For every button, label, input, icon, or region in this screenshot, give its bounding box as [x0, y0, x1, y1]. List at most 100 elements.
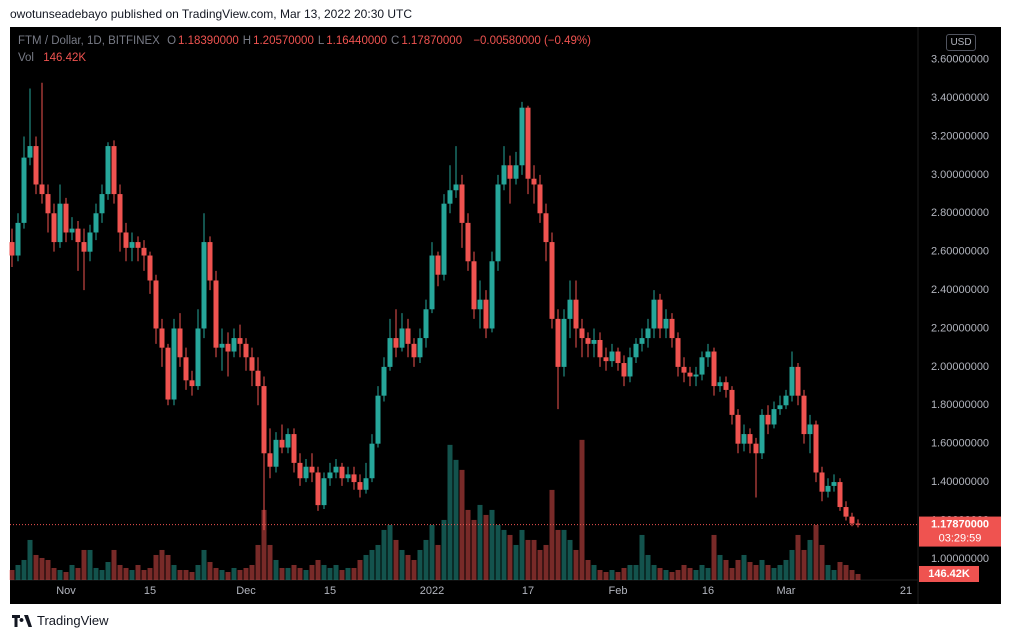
volume-bar [351, 567, 357, 580]
volume-bar [507, 534, 513, 580]
candle-body [279, 439, 285, 448]
volume-bar [315, 559, 321, 580]
volume-bar [165, 554, 171, 580]
candle-body [15, 222, 21, 256]
candle-body [33, 146, 39, 185]
volume-bar [555, 529, 561, 580]
candle-body [135, 242, 141, 248]
volume-bar [525, 539, 531, 580]
volume-bar [189, 572, 195, 580]
brand-name: TradingView [37, 613, 109, 628]
volume-bar [795, 534, 801, 580]
volume-bar [159, 549, 165, 580]
candle-body [723, 382, 729, 390]
volume-bar [561, 529, 567, 580]
currency-button[interactable]: USD [946, 34, 976, 51]
volume-bar [669, 572, 675, 580]
candle-body [75, 228, 81, 243]
y-tick-label: 3.00000000 [931, 169, 989, 181]
volume-bar [429, 524, 435, 580]
candle-body [189, 380, 195, 387]
candle-body [579, 328, 585, 339]
y-tick-label: 1.40000000 [931, 476, 989, 488]
candle-body [525, 107, 531, 179]
candle-body [39, 184, 45, 195]
candle-body [99, 194, 105, 214]
change: −0.00580000 (−0.49%) [473, 35, 591, 47]
volume-bar [207, 561, 213, 580]
candle-body [849, 516, 855, 524]
volume-bar [843, 564, 849, 580]
volume-bar [69, 564, 75, 580]
volume-bar [729, 567, 735, 580]
candle-body [831, 482, 837, 486]
volume-label-box [919, 565, 979, 582]
volume-bar [639, 534, 645, 580]
candle-body [303, 466, 309, 479]
volume-bar [273, 559, 279, 580]
volume-bar [543, 544, 549, 580]
volume-bar [585, 559, 591, 580]
volume-bar [741, 554, 747, 580]
candle-body [255, 370, 261, 387]
x-tick-label: 15 [144, 585, 156, 597]
candle-body [315, 472, 321, 506]
candle-body [117, 194, 123, 233]
candle-body [681, 366, 687, 373]
candle-body [675, 338, 681, 367]
last-price-label: 1.17870000 [931, 518, 989, 530]
ohlc-values: O 1.18390000 H 1.20570000 L 1.16440000 C 1.1787… [167, 35, 466, 47]
volume-bar [213, 567, 219, 580]
volume-bar [405, 554, 411, 580]
candle-body [9, 242, 15, 256]
candle-body [555, 318, 561, 367]
candle-body [693, 374, 699, 377]
volume-bar [33, 554, 39, 580]
volume-legend: Vol 146.42K [18, 52, 86, 64]
volume-bar [459, 469, 465, 580]
volume-bar [489, 509, 495, 580]
candle-body [603, 357, 609, 362]
candle-body [153, 280, 159, 329]
candle-body [393, 338, 399, 348]
candle-body [51, 213, 57, 243]
volume-bar [849, 569, 855, 580]
candle-body [105, 146, 111, 195]
x-tick-label: Feb [609, 585, 628, 597]
volume-bar [93, 567, 99, 580]
candle-body [381, 366, 387, 396]
candle-body [45, 194, 51, 214]
candle-body [27, 146, 33, 158]
volume-bar [801, 549, 807, 580]
candle-body [261, 386, 267, 454]
volume-bar [807, 539, 813, 580]
candle-body [729, 389, 735, 415]
candle-body [81, 242, 87, 252]
volume-bar [495, 524, 501, 580]
volume-bar [303, 569, 309, 580]
volume-bar [225, 572, 231, 580]
candle-body [489, 261, 495, 329]
candle-body [549, 242, 555, 319]
volume-bar [171, 564, 177, 580]
candle-body [351, 474, 357, 483]
legend: FTM / Dollar, 1D, BITFINEX O 1.18390000 H 1… [18, 35, 595, 47]
volume-bar [753, 564, 759, 580]
volume-bar [285, 567, 291, 580]
volume-bar [783, 559, 789, 580]
candle-body [267, 453, 273, 467]
candle-body [441, 203, 447, 275]
ohlc-key: C [391, 35, 400, 47]
volume-bar [21, 559, 27, 580]
candle-body [249, 357, 255, 371]
volume-bar [549, 489, 555, 580]
volume-bar [621, 567, 627, 580]
candle-body [159, 328, 165, 348]
volume-bar [75, 567, 81, 580]
volume-bar [435, 544, 441, 580]
y-tick-label: 1.60000000 [931, 438, 989, 450]
candle-body [291, 434, 297, 463]
volume-bar [375, 544, 381, 580]
